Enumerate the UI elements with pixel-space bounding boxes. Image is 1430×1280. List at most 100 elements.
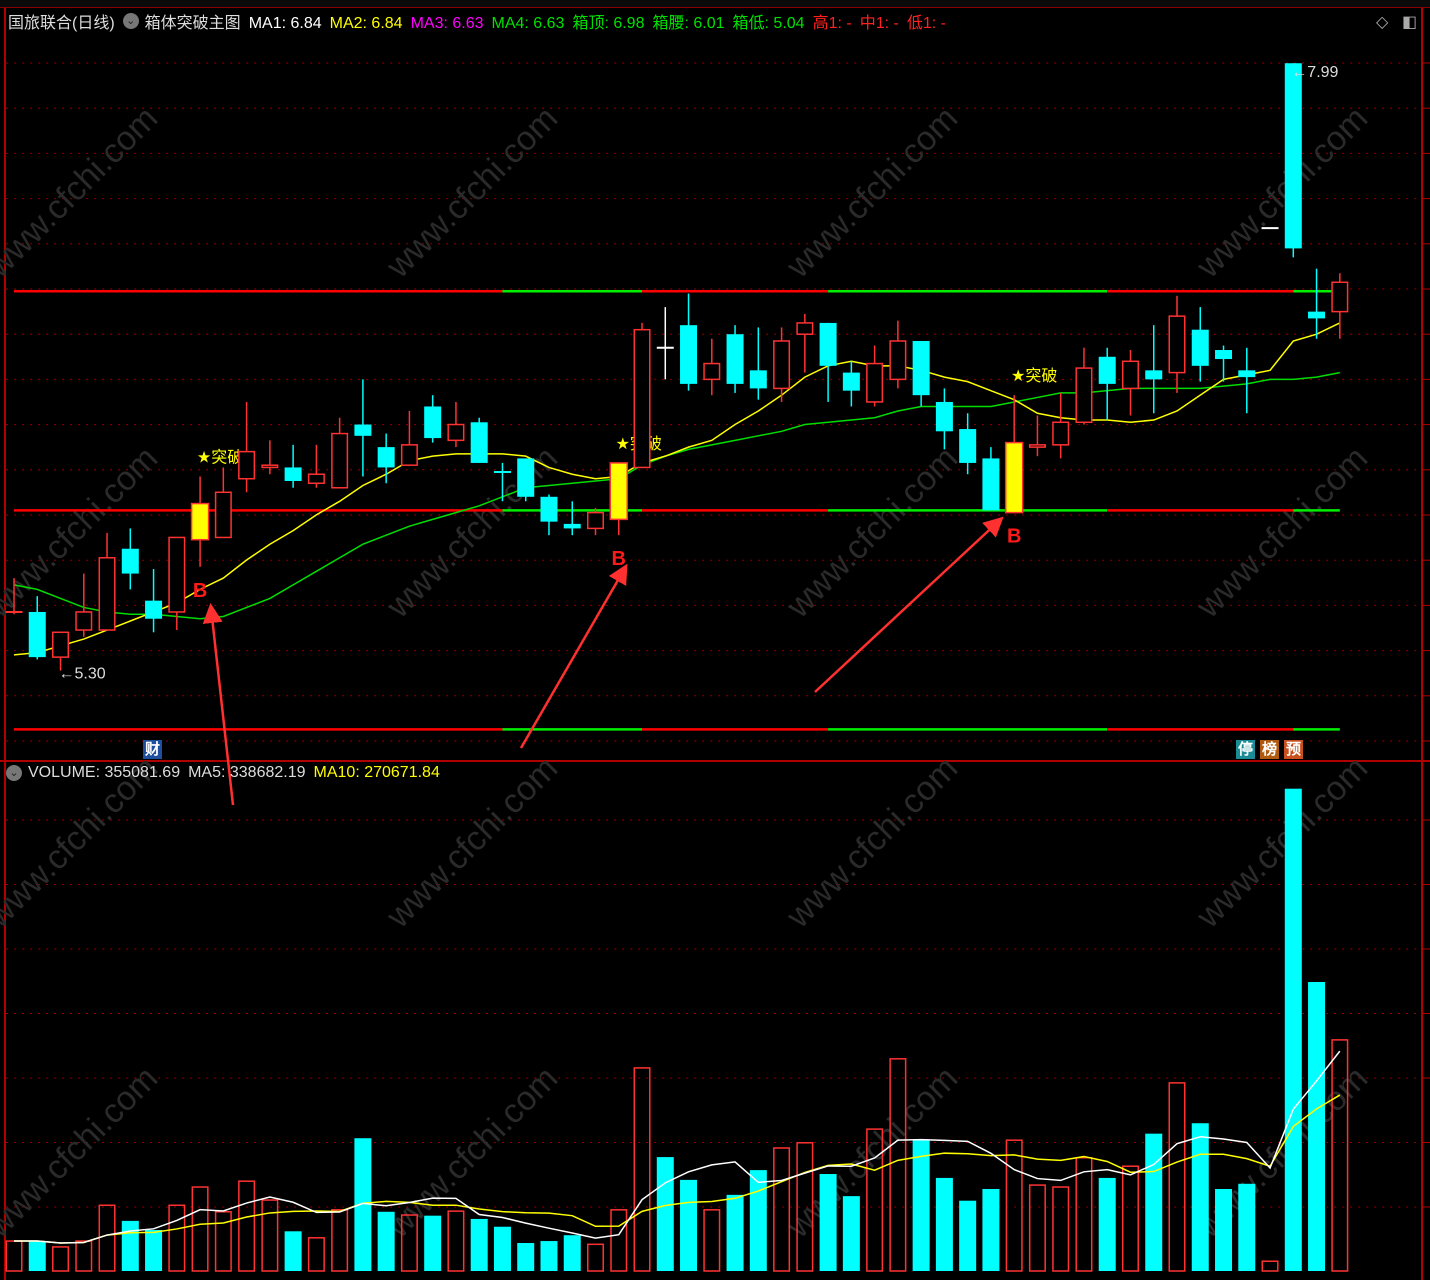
candle-body-down [284, 467, 302, 481]
volume-bar-up [75, 1240, 93, 1272]
volume-bar-down [1191, 1123, 1209, 1271]
candle-body-up [1075, 367, 1093, 424]
candle [959, 413, 977, 475]
diamond-icon[interactable]: ◇ [1376, 14, 1389, 31]
candle [749, 327, 767, 400]
buy-signal-label: B [193, 580, 207, 602]
candle [1284, 63, 1302, 258]
volume-bar-down [377, 1211, 395, 1271]
volume-bar-down [959, 1200, 977, 1271]
candle-body-up [168, 536, 186, 613]
candle-body-down [145, 600, 163, 619]
candle-body-up [1121, 360, 1139, 390]
volume-bar-up [447, 1210, 465, 1272]
volume-bar-up [238, 1180, 256, 1272]
candle-body-up [1168, 315, 1186, 374]
breakout-label: ★突破 [197, 448, 243, 466]
stock-title: 国旅联合(日线) [8, 15, 115, 32]
candle [493, 462, 511, 502]
volume-bar-down [540, 1241, 558, 1271]
candle-body-down [1308, 311, 1326, 319]
indicator-value-4: 箱顶: 6.98 [572, 15, 645, 32]
candle-body-breakout [609, 462, 629, 521]
volume-bar-down [842, 1196, 860, 1271]
watermark-text: www.cfchi.com [779, 99, 966, 286]
volume-bar-up [191, 1186, 209, 1272]
candle-body-down [517, 458, 535, 497]
volume-bar-down [517, 1243, 535, 1271]
volume-bar-down [493, 1226, 511, 1271]
indicator-name[interactable]: 箱体突破主图 [144, 15, 241, 32]
candle [866, 345, 884, 407]
volume-bar-down [1308, 982, 1326, 1271]
candle-body-down [749, 370, 767, 389]
volume-ma5-line [14, 1050, 1341, 1244]
volume-bar-down [680, 1179, 698, 1271]
volume-panel-header: ⌄ VOLUME: 355081.69 MA5: 338682.19 MA10:… [6, 762, 440, 784]
candle-body-up [633, 328, 651, 469]
volume-ma5: MA5: 338682.19 [188, 764, 306, 781]
volume-value: VOLUME: 355081.69 [28, 764, 181, 781]
watermark-text: www.cfchi.com [779, 439, 966, 626]
candle-body-down [1191, 329, 1209, 366]
candle-body-breakout [1004, 441, 1024, 514]
finance-badge[interactable]: 财 [143, 740, 163, 759]
candle-body-up [773, 340, 791, 390]
candle-body-down [959, 429, 977, 463]
candle [1331, 273, 1349, 339]
volume-bar-up [633, 1067, 651, 1272]
candle-body-down [354, 424, 372, 436]
volume-bar-up [866, 1128, 884, 1272]
candle-body-up [307, 473, 325, 484]
volume-bar-down [284, 1231, 302, 1271]
candle [261, 440, 279, 475]
candle-body-down [1098, 356, 1116, 384]
indicator-values: MA1: 6.84 MA2: 6.84 MA3: 6.63 MA4: 6.63 箱顶: … [249, 9, 954, 33]
candle-body-up [1331, 281, 1349, 313]
volume-bar-up [1261, 1260, 1279, 1272]
volume-bar-up [587, 1243, 604, 1272]
volume-bar-up [214, 1211, 232, 1272]
volume-bar-up [1028, 1184, 1046, 1272]
candle [121, 528, 139, 590]
buy-signal-label: B [1007, 526, 1021, 548]
ma2-line [13, 322, 1341, 656]
candle [307, 444, 325, 488]
panel-toggle-icon[interactable]: ◧ [1402, 14, 1418, 31]
candle-body-up [703, 362, 721, 381]
watermark-text: www.cfchi.com [379, 1059, 566, 1246]
watermark-text: www.cfchi.com [0, 1059, 165, 1246]
watermark-text: www.cfchi.com [779, 749, 966, 936]
candle-body-up [447, 423, 465, 442]
candle [98, 532, 116, 631]
candle-body-down [377, 447, 395, 468]
indicator-value-9: 低1: - [906, 15, 946, 32]
indicator-dropdown-icon[interactable]: ⌄ [122, 13, 139, 29]
volume-dropdown-icon[interactable]: ⌄ [6, 765, 22, 781]
candle [5, 578, 23, 615]
volume-bar-down [1215, 1188, 1233, 1271]
ranking-badge[interactable]: 榜 [1260, 740, 1280, 759]
candle [819, 322, 837, 402]
volume-bar-down [656, 1157, 674, 1271]
candle [1215, 345, 1233, 382]
candle [447, 401, 465, 448]
forecast-badge[interactable]: 预 [1284, 740, 1304, 759]
suspend-badge[interactable]: 停 [1236, 740, 1256, 759]
indicator-value-5: 箱腰: 6.01 [652, 15, 725, 32]
volume-bar-up [1052, 1186, 1070, 1272]
volume-bar-down [1238, 1183, 1256, 1271]
volume-bar-up [307, 1237, 325, 1272]
volume-bar-up [796, 1142, 814, 1272]
volume-bar-down [563, 1235, 581, 1271]
volume-bar-down [1098, 1177, 1116, 1271]
candle [563, 501, 581, 536]
volume-bar-down [28, 1241, 46, 1271]
volume-bar-up [610, 1209, 628, 1272]
candle [1098, 347, 1116, 421]
candle [982, 447, 1000, 511]
volume-bar-down [424, 1215, 442, 1271]
watermark-text: www.cfchi.com [379, 99, 566, 286]
candle-body-up [1028, 444, 1046, 448]
ma4-line [13, 371, 1340, 620]
